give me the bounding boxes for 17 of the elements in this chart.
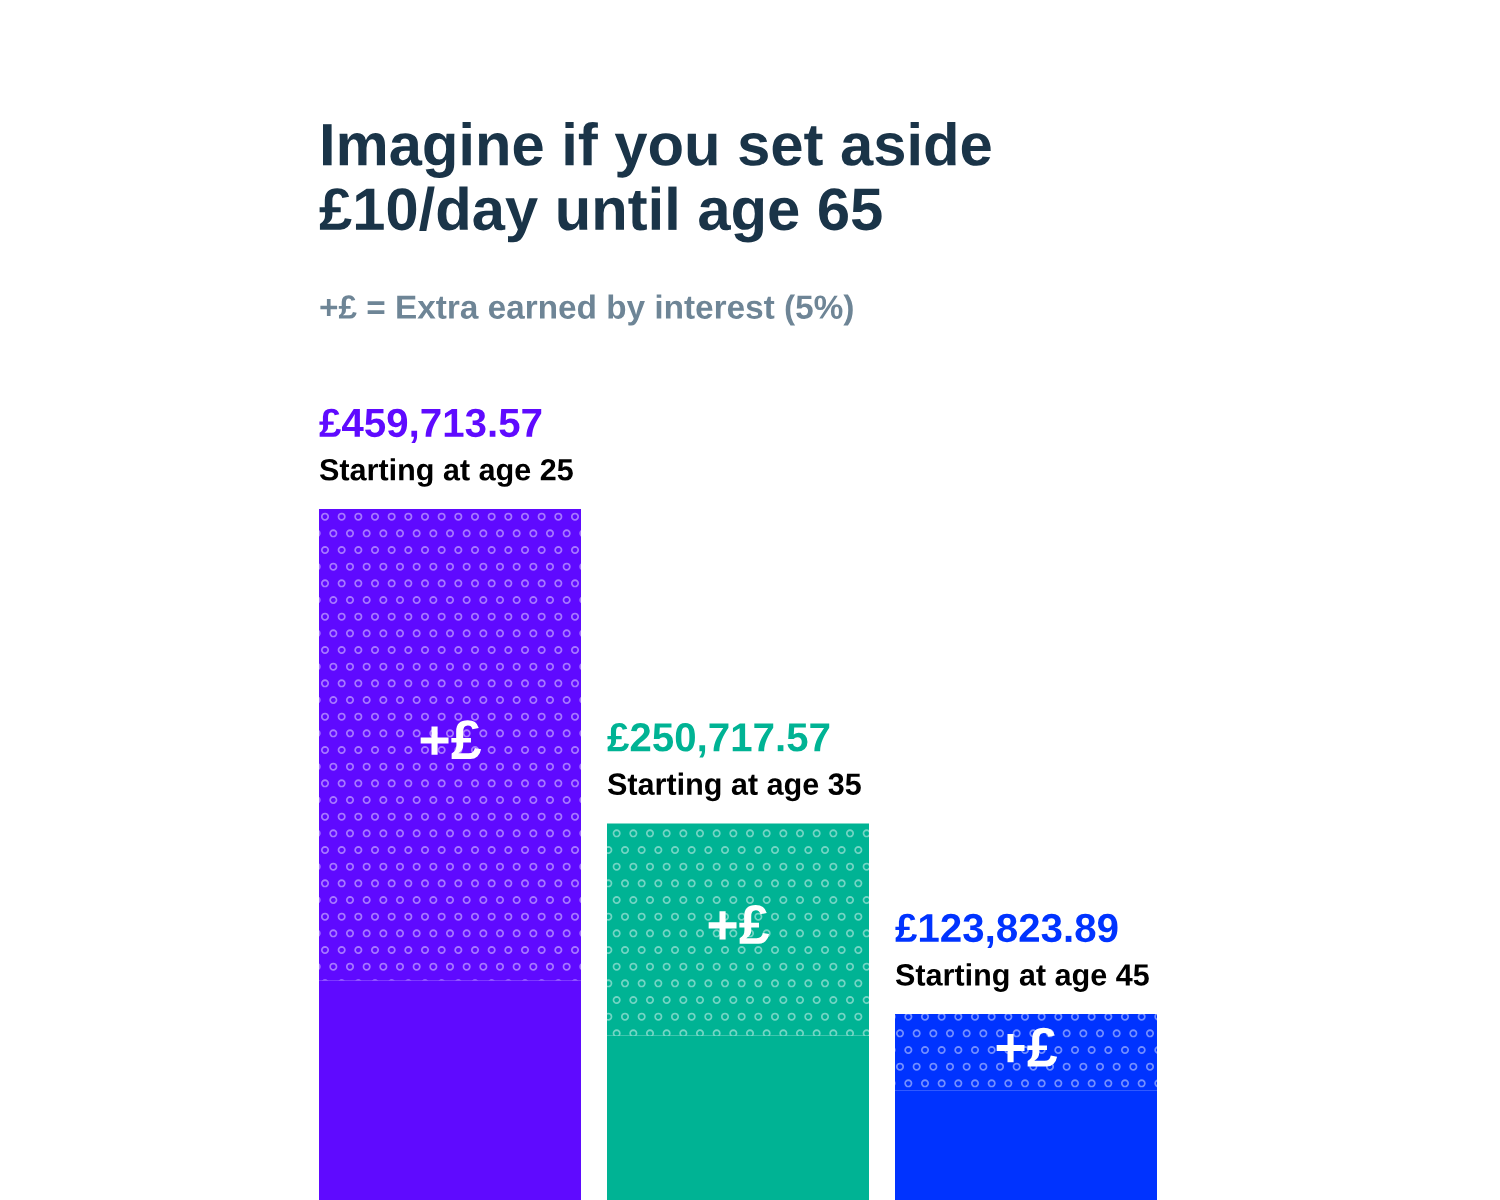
annotation: £459,713.57	[319, 408, 542, 443]
bar	[895, 1090, 1157, 1200]
x-tick-label: Starting at age 25	[319, 458, 573, 487]
series-label: +£	[996, 1027, 1058, 1067]
chart-subtitle: +£ = Extra earned by interest (5%)	[320, 294, 853, 326]
text: +£	[420, 720, 482, 759]
bar	[607, 823, 869, 1036]
annotation: £123,823.89	[895, 913, 1118, 949]
chart-title: Imagine if you set aside £10/day until age 65	[319, 122, 991, 243]
text: +£	[708, 905, 770, 944]
bar	[607, 1035, 869, 1200]
annotation: £250,717.57	[607, 723, 830, 758]
x-tick-label: Starting at age 45	[895, 963, 1149, 992]
bar	[895, 1014, 1157, 1091]
bar	[319, 509, 581, 981]
x-tick-label: Starting at age 35	[607, 772, 861, 802]
bar	[319, 980, 581, 1200]
